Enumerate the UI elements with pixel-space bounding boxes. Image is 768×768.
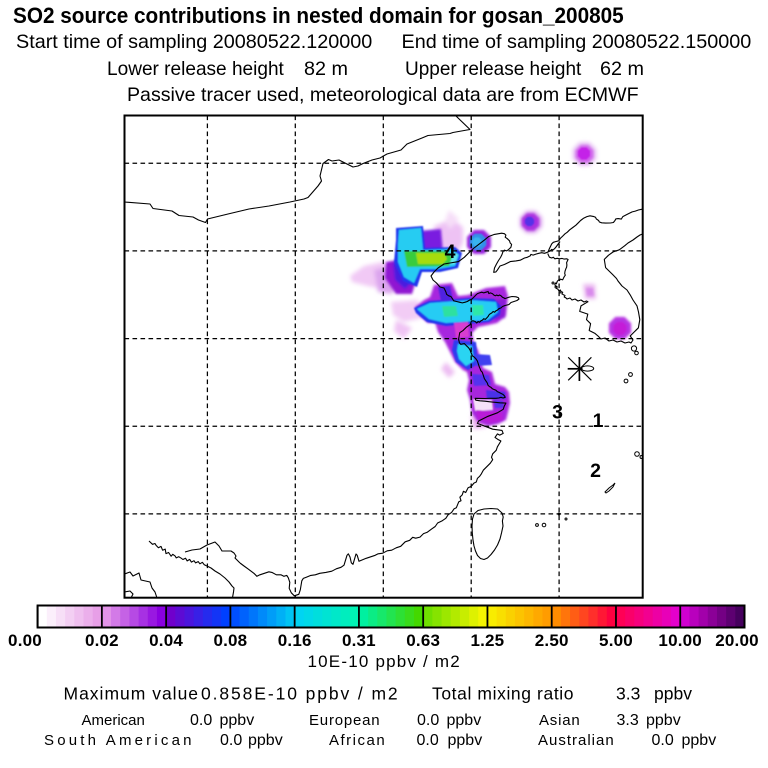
svg-text:ppbv: ppbv <box>447 712 482 729</box>
svg-text:Maximum value: Maximum value <box>64 683 200 703</box>
svg-text:0.00: 0.00 <box>8 631 42 650</box>
svg-text:10.00: 10.00 <box>658 631 702 650</box>
svg-text:South American: South American <box>44 732 195 749</box>
svg-text:0.0: 0.0 <box>220 732 242 749</box>
svg-text:0.08: 0.08 <box>213 631 247 650</box>
svg-text:ppbv: ppbv <box>654 683 692 703</box>
svg-text:0.31: 0.31 <box>342 631 376 650</box>
svg-text:Asian: Asian <box>539 712 581 729</box>
svg-text:Australian: Australian <box>538 732 615 749</box>
svg-text:0.02: 0.02 <box>85 631 119 650</box>
svg-text:3.3: 3.3 <box>616 683 640 703</box>
svg-text:2: 2 <box>590 460 601 482</box>
svg-text:ppbv: ppbv <box>646 712 681 729</box>
svg-text:0.858E-10 ppbv / m2: 0.858E-10 ppbv / m2 <box>201 683 400 703</box>
svg-text:ppbv: ppbv <box>220 712 255 729</box>
svg-text:0.16: 0.16 <box>278 631 312 650</box>
svg-text:1.25: 1.25 <box>470 631 504 650</box>
svg-text:10E-10 ppbv / m2: 10E-10 ppbv / m2 <box>308 652 461 671</box>
svg-text:3.3: 3.3 <box>617 712 639 729</box>
svg-text:Total mixing ratio: Total mixing ratio <box>432 683 574 703</box>
svg-text:African: African <box>329 732 386 749</box>
svg-text:European: European <box>309 712 380 729</box>
svg-text:American: American <box>82 712 145 729</box>
svg-text:0.0: 0.0 <box>417 712 439 729</box>
svg-text:1: 1 <box>593 410 604 432</box>
svg-text:0.63: 0.63 <box>406 631 440 650</box>
svg-text:4: 4 <box>445 241 456 263</box>
svg-text:3: 3 <box>552 402 563 424</box>
svg-text:5.00: 5.00 <box>599 631 633 650</box>
svg-text:ppbv: ppbv <box>248 732 283 749</box>
svg-text:2.50: 2.50 <box>535 631 569 650</box>
svg-text:0.04: 0.04 <box>149 631 183 650</box>
svg-text:0.0: 0.0 <box>417 732 439 749</box>
svg-text:0.0: 0.0 <box>190 712 212 729</box>
svg-text:20.00: 20.00 <box>715 631 759 650</box>
svg-text:0.0: 0.0 <box>652 732 674 749</box>
svg-text:ppbv: ppbv <box>448 732 483 749</box>
svg-text:ppbv: ppbv <box>682 732 717 749</box>
